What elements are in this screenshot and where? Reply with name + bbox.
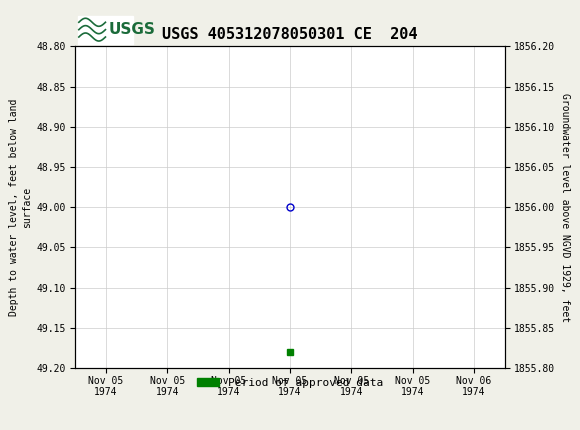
Y-axis label: Groundwater level above NGVD 1929, feet: Groundwater level above NGVD 1929, feet bbox=[560, 92, 570, 322]
Y-axis label: Depth to water level, feet below land
surface: Depth to water level, feet below land su… bbox=[9, 98, 32, 316]
Legend: Period of approved data: Period of approved data bbox=[193, 374, 387, 393]
Title: USGS 405312078050301 CE  204: USGS 405312078050301 CE 204 bbox=[162, 28, 418, 43]
Bar bbox=[78, 15, 133, 44]
Text: USGS: USGS bbox=[109, 22, 156, 37]
